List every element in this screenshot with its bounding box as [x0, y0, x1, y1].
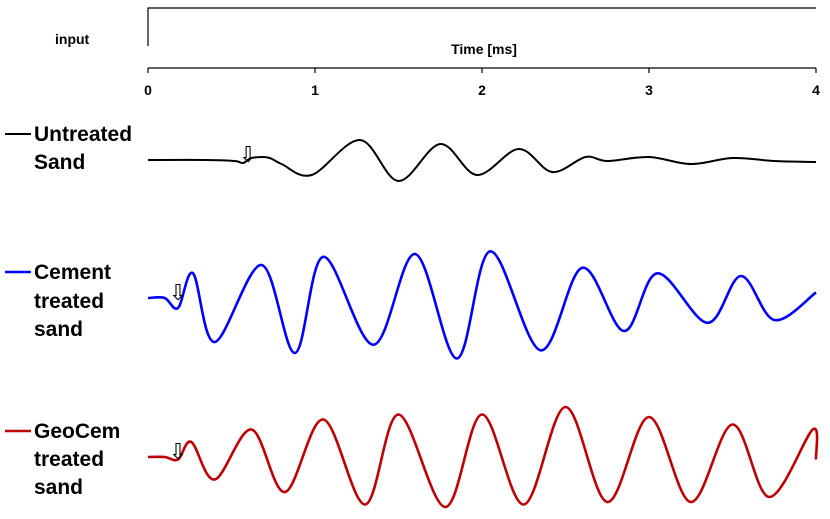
- series-line-geocem: [147, 405, 819, 509]
- x-tick-label: 4: [812, 82, 820, 98]
- series-line-untreated: [147, 138, 817, 183]
- legend-line: Sand: [34, 151, 85, 174]
- onset-arrow-geocem: ⇩: [169, 440, 187, 465]
- legend-line: treated: [34, 290, 104, 313]
- legend-label-geocem: GeoCem treated sand: [34, 420, 126, 499]
- x-tick-label: 1: [311, 82, 319, 98]
- time-axis: Time [ms] 0 1 2 3 4: [144, 41, 820, 98]
- x-tick-label: 2: [478, 82, 486, 98]
- series-line-cement: [147, 250, 817, 360]
- legend-geocem: GeoCem treated sand: [5, 420, 126, 499]
- legend-line: sand: [34, 476, 83, 499]
- onset-arrow-untreated: ⇩: [239, 143, 257, 168]
- x-tick-label: 0: [144, 82, 152, 98]
- legend-line: sand: [34, 318, 83, 341]
- input-label: input: [55, 31, 90, 47]
- input-signal-line: [147, 7, 816, 46]
- x-axis-title: Time [ms]: [451, 41, 517, 57]
- waveform-cement: ⇩: [147, 250, 817, 360]
- legend-line: Cement: [34, 261, 111, 284]
- x-tick-label: 3: [645, 82, 653, 98]
- legend-label-cement: Cement treated sand: [34, 261, 117, 341]
- onset-arrow-cement: ⇩: [169, 281, 187, 306]
- input-panel: input: [55, 7, 816, 47]
- legend-line: Untreated: [34, 123, 132, 146]
- waveform-untreated: ⇩: [147, 138, 817, 183]
- legend-line: treated: [34, 448, 104, 471]
- legend-cement: Cement treated sand: [5, 261, 117, 341]
- legend-line: GeoCem: [34, 420, 120, 443]
- legend-label-untreated: Untreated Sand: [34, 123, 138, 174]
- x-axis-ticks: 0 1 2 3 4: [144, 68, 820, 98]
- waveform-geocem: ⇩: [147, 405, 819, 509]
- legend-untreated: Untreated Sand: [5, 123, 138, 174]
